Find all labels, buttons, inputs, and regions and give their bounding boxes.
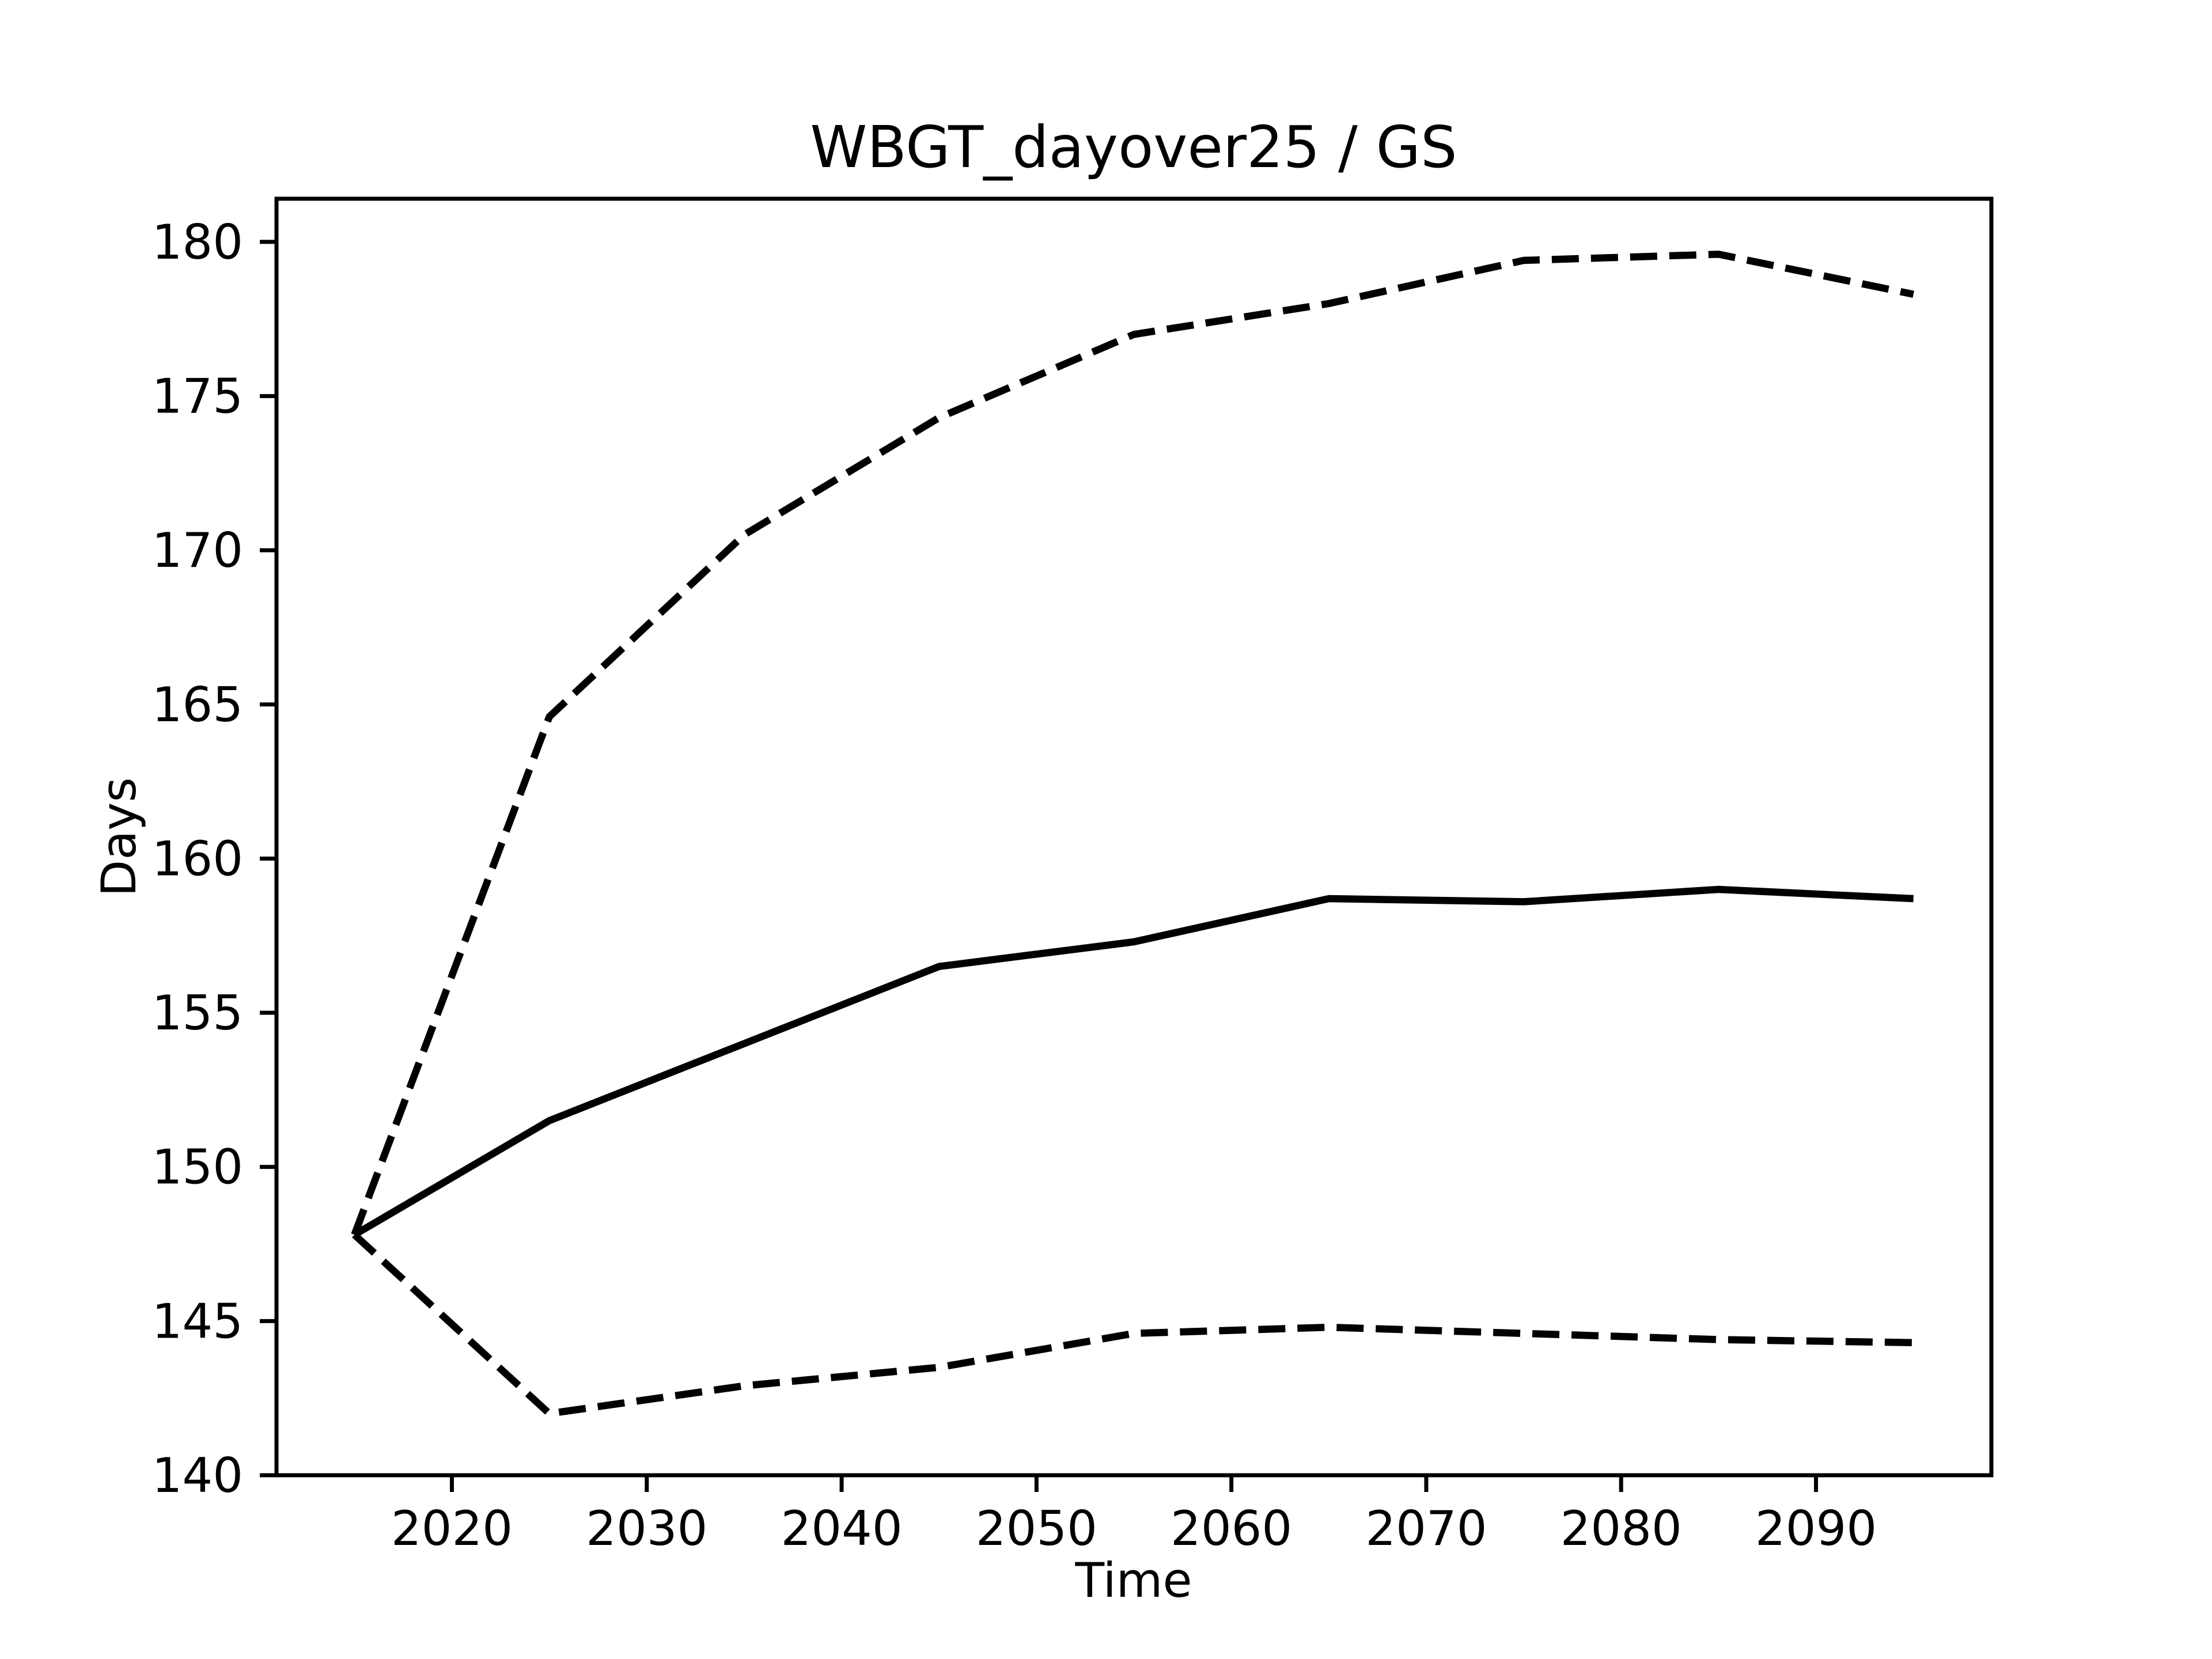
y-tick-label: 155 [152,985,243,1041]
y-tick-label: 175 [152,369,243,425]
x-tick-label: 2050 [976,1501,1097,1556]
y-axis-ticks: 140 145 150 155 160 165 170 175 180 [152,214,276,1503]
x-tick-label: 2070 [1365,1501,1487,1556]
y-axis-label: Days [91,777,147,896]
x-tick-label: 2080 [1560,1501,1682,1556]
x-axis-label: Time [1074,1552,1192,1608]
series-mean-line [353,885,1914,1238]
x-tick-label: 2040 [781,1501,902,1556]
y-tick-label: 165 [152,677,243,733]
x-tick-label: 2020 [391,1501,513,1556]
data-series [351,251,1914,1418]
plot-area [274,196,1994,1478]
y-tick-label: 145 [152,1293,243,1349]
y-tick-label: 140 [152,1448,243,1503]
x-tick-label: 2090 [1755,1501,1877,1556]
x-axis-ticks: 2020 2030 2040 2050 2060 2070 2080 2090 [391,1475,1877,1556]
series-lower-bound-line [352,1232,1914,1418]
x-tick-label: 2060 [1171,1501,1292,1556]
y-tick-label: 180 [152,214,243,270]
y-tick-label: 150 [152,1139,243,1195]
y-tick-label: 160 [152,831,243,887]
chart-title: WBGT_dayover25 / GS [810,113,1457,181]
series-upper-bound-line [351,251,1914,1236]
y-tick-label: 170 [152,522,243,578]
x-tick-label: 2030 [586,1501,707,1556]
